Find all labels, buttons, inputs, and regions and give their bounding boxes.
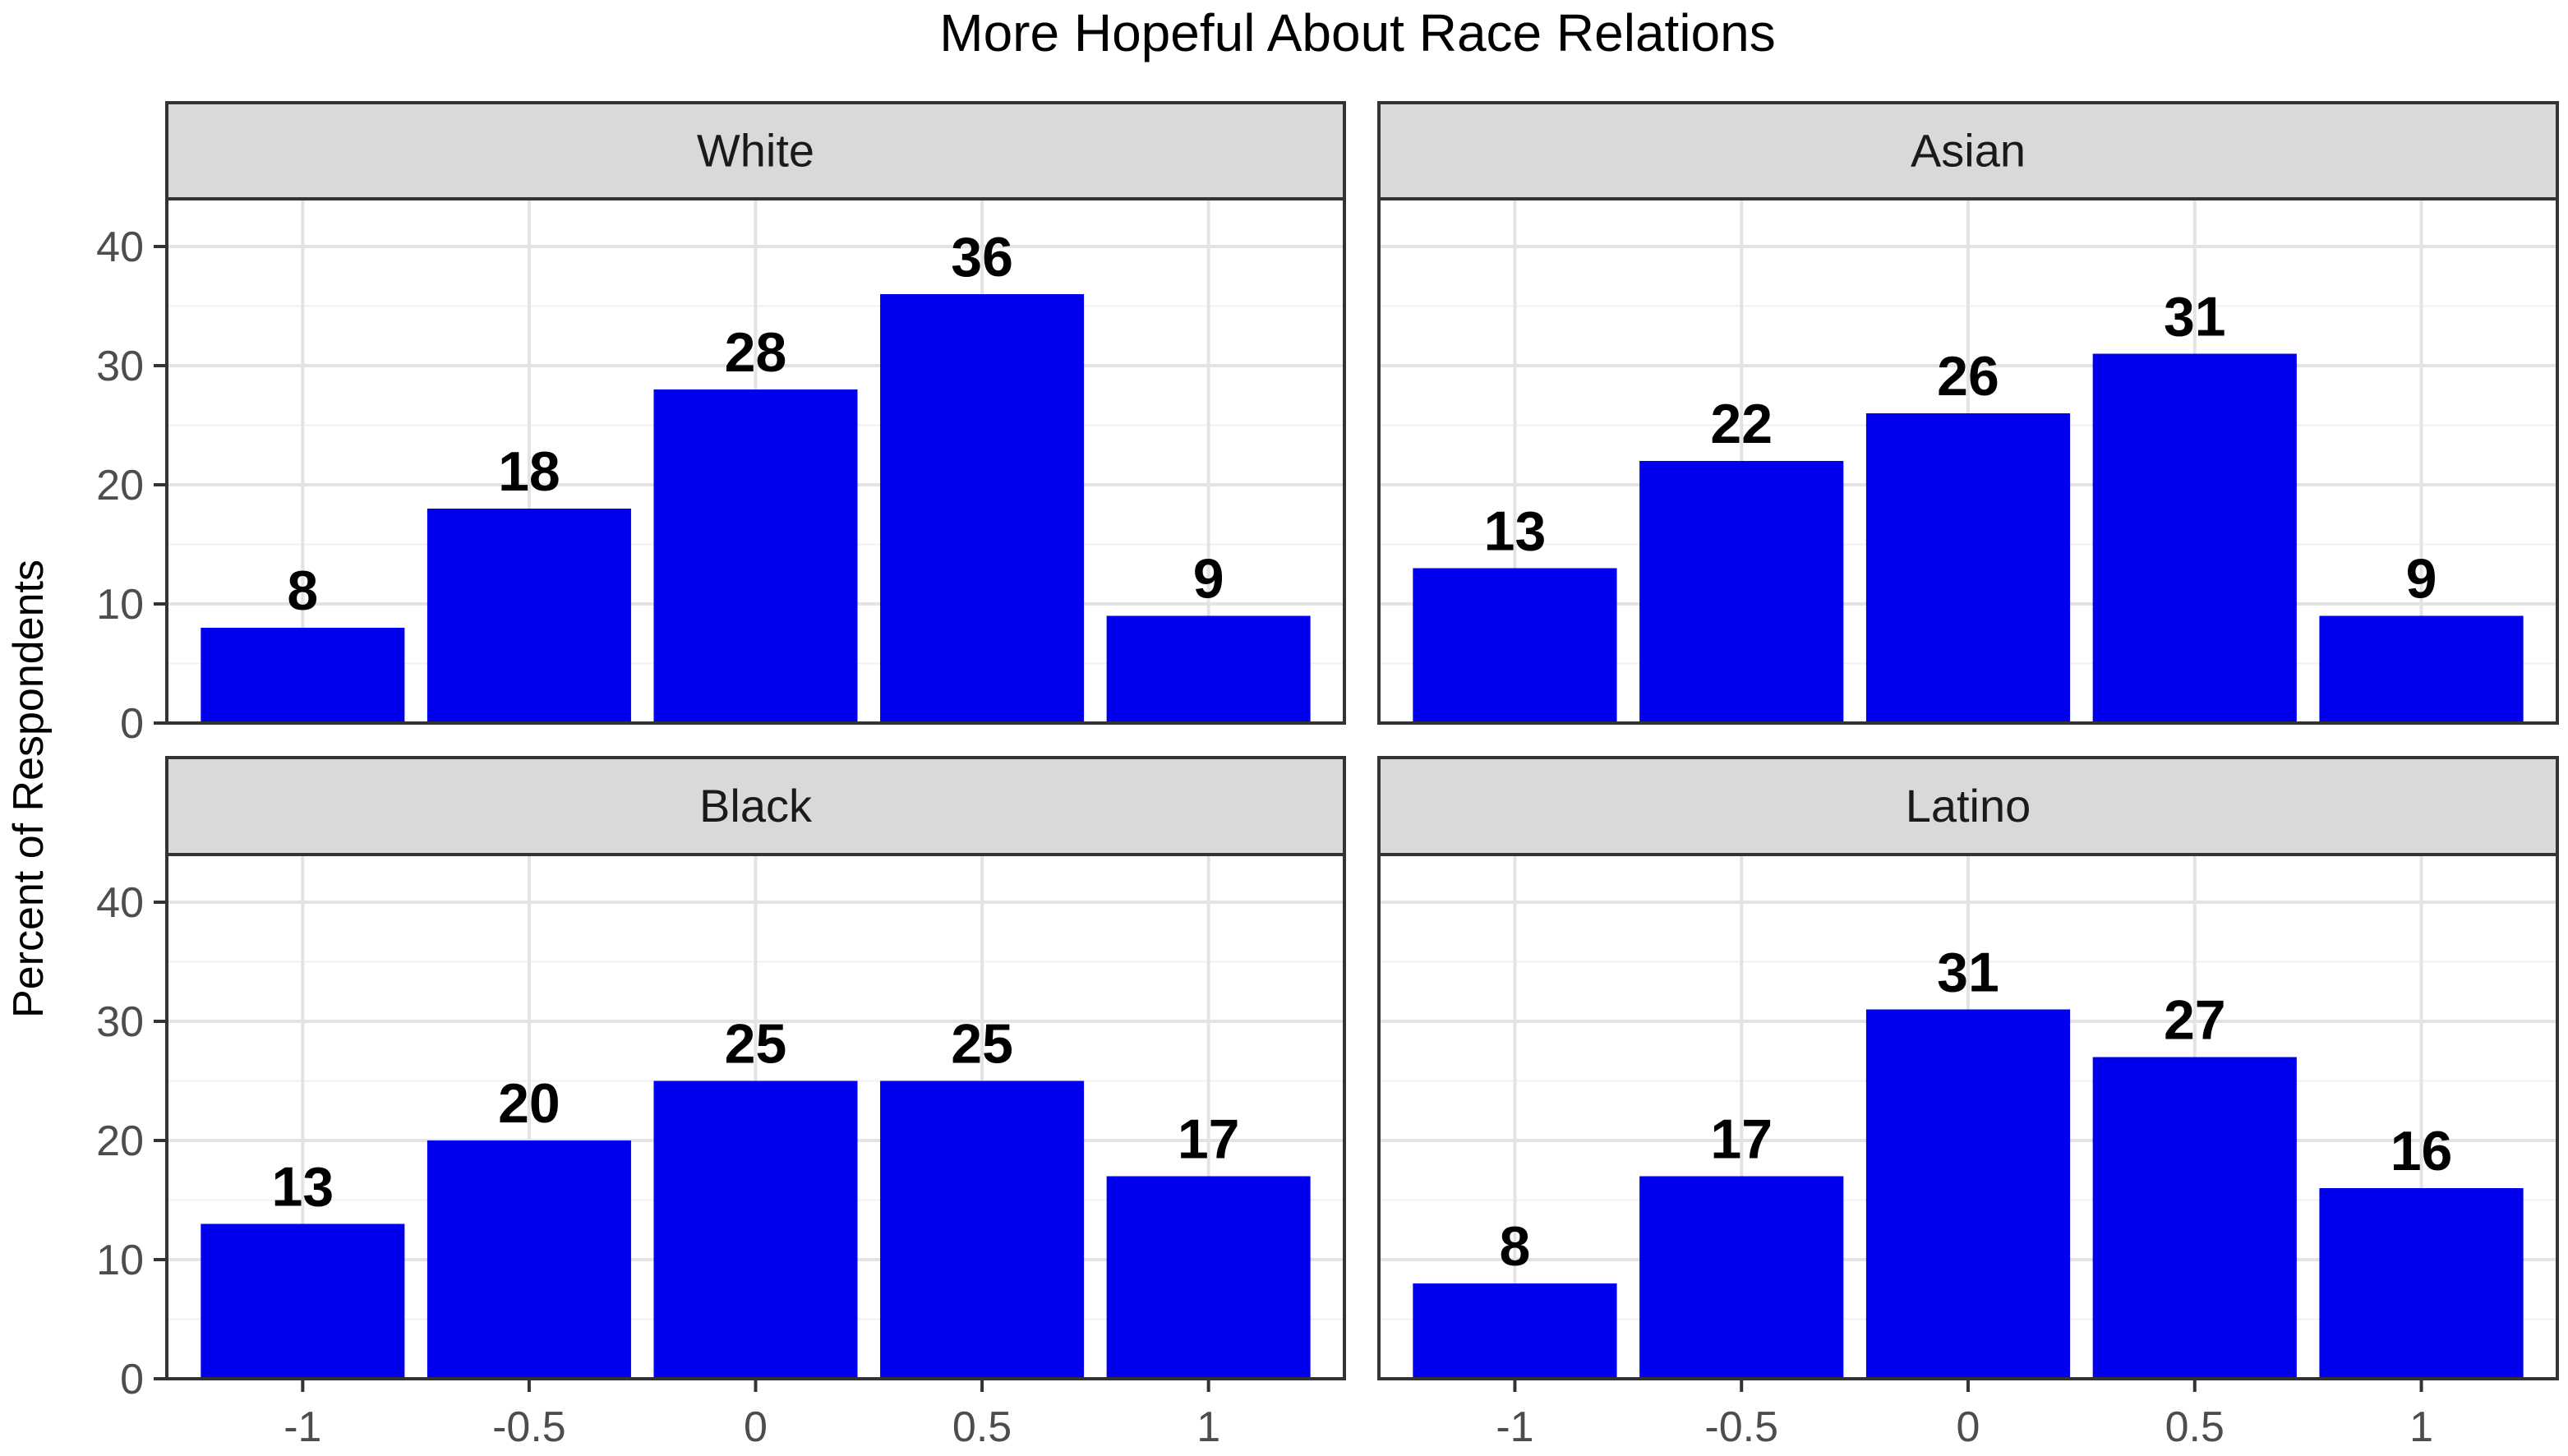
facet-strip: [165, 101, 1346, 200]
x-tick-label: 0.5: [2165, 1403, 2225, 1451]
bar: [426, 509, 631, 723]
bar: [201, 1223, 405, 1379]
bar: [1865, 1009, 2071, 1379]
panel-asian: 13 22 26 31 9 Asian: [1377, 101, 2559, 725]
bar: [1106, 1176, 1311, 1379]
y-tick-label: 20: [96, 1117, 144, 1165]
data-label: 13: [272, 1156, 334, 1219]
x-tick-label: -1: [284, 1403, 321, 1451]
bar: [1865, 413, 2071, 723]
panel-black: 13 20 25 25 17 Black 0 10 20 30 40 -1 -0.5 0 0.5 1: [96, 756, 1346, 1451]
bar: [1413, 568, 1617, 723]
bar: [1413, 1283, 1617, 1379]
facet-strip-label: Latino: [1906, 780, 2031, 832]
facet-strip: [1377, 101, 2559, 200]
y-tick-label: 30: [96, 343, 144, 390]
x-tick-label: -0.5: [1704, 1403, 1778, 1451]
y-axis-title: Percent of Respondents: [5, 560, 53, 1018]
facet-strip-label: White: [697, 125, 814, 177]
x-tick-label: 0: [744, 1403, 768, 1451]
bar: [880, 294, 1085, 723]
bar: [880, 1080, 1085, 1379]
bar: [201, 628, 405, 723]
facet-strip-label: Asian: [1911, 125, 2026, 177]
bar: [2092, 1057, 2297, 1379]
data-label: 17: [1178, 1108, 1240, 1171]
x-tick-label: -0.5: [492, 1403, 566, 1451]
bar: [2319, 615, 2524, 723]
bar: [1106, 615, 1311, 723]
data-label: 20: [498, 1072, 560, 1135]
data-label: 16: [2390, 1120, 2453, 1182]
data-label: 13: [1484, 500, 1547, 563]
data-label: 36: [951, 226, 1013, 288]
y-tick-label: 40: [96, 879, 144, 927]
data-label: 8: [1500, 1215, 1531, 1278]
y-tick-label: 30: [96, 998, 144, 1046]
data-label: 9: [2406, 548, 2437, 611]
bar: [2092, 353, 2297, 723]
data-label: 8: [287, 560, 318, 622]
data-label: 25: [951, 1013, 1013, 1076]
y-tick-label: 0: [120, 1356, 144, 1403]
data-label: 31: [1937, 942, 1999, 1004]
data-label: 25: [725, 1013, 787, 1076]
facet-strip: [165, 756, 1346, 856]
bar: [1639, 1176, 1844, 1379]
y-tick-label: 40: [96, 223, 144, 271]
data-label: 31: [2164, 286, 2226, 348]
x-tick-label: 0: [1957, 1403, 1980, 1451]
data-label: 18: [498, 440, 560, 503]
x-tick-label: -1: [1496, 1403, 1533, 1451]
facet-panels: 81828369White010203040132226319Asian1320…: [96, 101, 2559, 1451]
facet-strip: [1377, 756, 2559, 856]
data-label: 17: [1710, 1108, 1773, 1171]
facet-strip-label: Black: [699, 780, 813, 832]
y-tick-label: 20: [96, 462, 144, 509]
data-label: 26: [1937, 345, 1999, 408]
data-label: 27: [2164, 989, 2226, 1052]
bar: [1639, 461, 1844, 723]
bar: [653, 1080, 858, 1379]
data-label: 9: [1193, 548, 1224, 611]
y-tick-label: 10: [96, 581, 144, 629]
panel-latino: 8 17 31 27 16 Latino -1 -0.5 0 0.5 1: [1377, 756, 2559, 1451]
chart-title: More Hopeful About Race Relations: [939, 3, 1775, 62]
data-label: 28: [725, 321, 787, 384]
x-tick-label: 1: [2409, 1403, 2433, 1451]
x-tick-label: 0.5: [952, 1403, 1012, 1451]
panel-white: 8 18 28 36 9 White 0 10 20 30 40: [96, 101, 1346, 748]
data-label: 22: [1710, 393, 1773, 455]
bar: [653, 389, 858, 723]
bar: [2319, 1188, 2524, 1379]
y-tick-label: 10: [96, 1237, 144, 1284]
bar: [426, 1140, 631, 1379]
y-tick-label: 0: [120, 700, 144, 748]
x-tick-label: 1: [1196, 1403, 1220, 1451]
